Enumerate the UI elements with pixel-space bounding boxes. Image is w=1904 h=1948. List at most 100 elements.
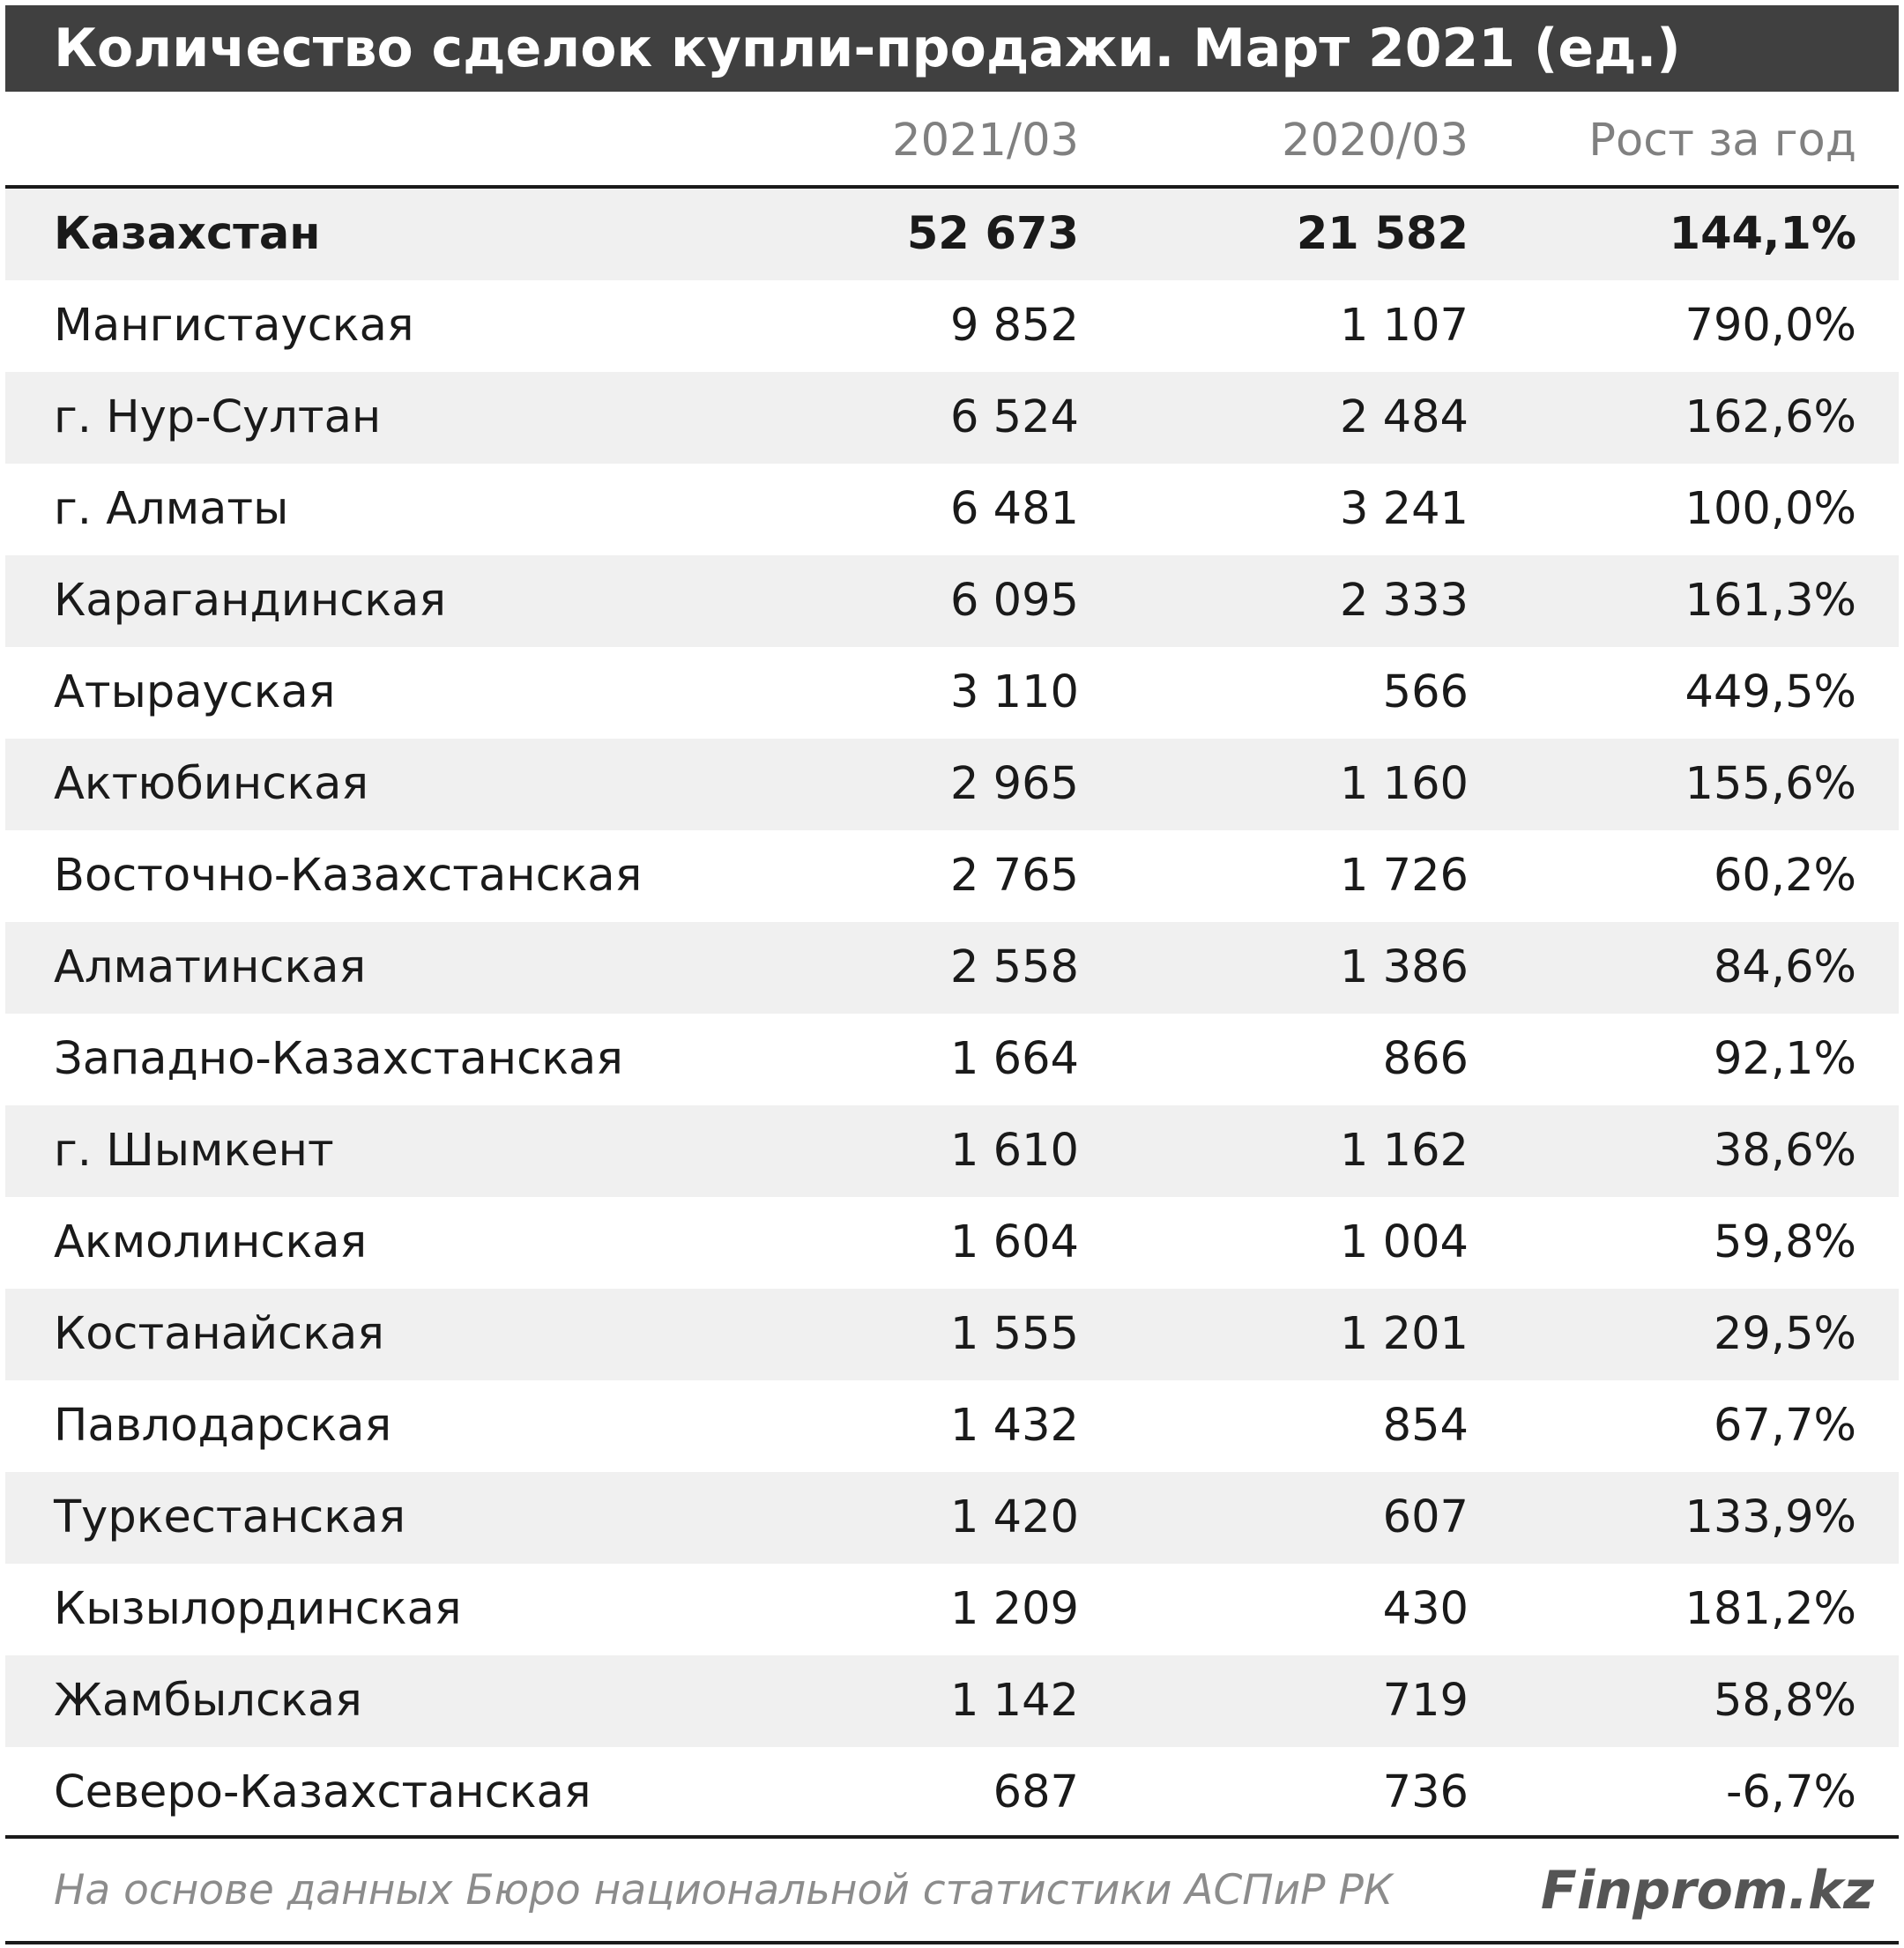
table-row: Костанайская 1 555 1 201 29,5% [5,1289,1899,1380]
value-2021: 6 481 [949,483,1079,535]
growth-value: -6,7% [1726,1766,1856,1818]
value-2021: 1 432 [949,1400,1079,1452]
region-name: Восточно-Казахстанская [54,850,643,902]
region-name: Алматинская [54,941,367,993]
region-name: Атырауская [54,666,336,718]
region-name: Казахстан [54,208,321,260]
region-name: Павлодарская [54,1400,392,1452]
value-2021: 1 142 [949,1675,1079,1727]
value-2020: 866 [1382,1033,1469,1085]
region-name: Карагандинская [54,575,447,627]
table-row: Жамбылская 1 142 719 58,8% [5,1655,1899,1747]
growth-value: 790,0% [1685,300,1856,352]
growth-value: 58,8% [1713,1675,1856,1727]
footer-divider [5,1835,1899,1839]
value-2021: 1 604 [949,1216,1079,1268]
growth-value: 59,8% [1713,1216,1856,1268]
value-2021: 1 610 [949,1125,1079,1177]
table-row-total: Казахстан 52 673 21 582 144,1% [5,189,1899,280]
value-2021: 6 524 [949,391,1079,443]
table-row: Акмолинская 1 604 1 004 59,8% [5,1197,1899,1289]
footer: На основе данных Бюро национальной стати… [5,1842,1899,1939]
header-divider [5,185,1899,189]
table-row: Актюбинская 2 965 1 160 155,6% [5,739,1899,830]
region-name: г. Шымкент [54,1125,334,1177]
value-2020: 3 241 [1339,483,1469,535]
growth-value: 161,3% [1685,575,1856,627]
value-2021: 9 852 [949,300,1079,352]
brand-logo: Finprom.kz [1540,1860,1874,1922]
value-2020: 1 162 [1339,1125,1469,1177]
growth-value: 84,6% [1713,941,1856,993]
table-row: Кызылординская 1 209 430 181,2% [5,1564,1899,1655]
value-2020: 1 201 [1339,1308,1469,1360]
value-2021: 2 965 [949,758,1079,810]
table-row: Мангистауская 9 852 1 107 790,0% [5,280,1899,372]
source-note: На основе данных Бюро национальной стати… [54,1866,1394,1915]
value-2021: 3 110 [949,666,1079,718]
region-name: Жамбылская [54,1675,362,1727]
growth-value: 60,2% [1713,850,1856,902]
value-2021: 6 095 [949,575,1079,627]
column-header-2020: 2020/03 [1282,115,1469,167]
region-name: Туркестанская [54,1491,406,1543]
page-title: Количество сделок купли-продажи. Март 20… [54,18,1681,79]
region-name: Акмолинская [54,1216,368,1268]
table-row: г. Нур-Султан 6 524 2 484 162,6% [5,372,1899,464]
column-header-row: 2021/03 2020/03 Рост за год [5,97,1899,185]
growth-value: 38,6% [1713,1125,1856,1177]
region-name: Кызылординская [54,1583,462,1635]
value-2020: 1 107 [1339,300,1469,352]
region-name: Мангистауская [54,300,414,352]
growth-value: 181,2% [1685,1583,1856,1635]
bottom-divider [5,1941,1899,1944]
growth-value: 133,9% [1685,1491,1856,1543]
column-header-2021: 2021/03 [892,115,1079,167]
table-row: Алматинская 2 558 1 386 84,6% [5,922,1899,1014]
value-2020: 854 [1382,1400,1469,1452]
table-row: Павлодарская 1 432 854 67,7% [5,1380,1899,1472]
region-name: г. Алматы [54,483,289,535]
value-2020: 566 [1382,666,1469,718]
value-2020: 1 726 [1339,850,1469,902]
value-2020: 2 484 [1339,391,1469,443]
region-name: Западно-Казахстанская [54,1033,623,1085]
value-2021: 2 765 [949,850,1079,902]
growth-value: 162,6% [1685,391,1856,443]
value-2020: 736 [1382,1766,1469,1818]
growth-value: 29,5% [1713,1308,1856,1360]
value-2020: 1 160 [1339,758,1469,810]
value-2021: 1 209 [949,1583,1079,1635]
value-2020: 1 004 [1339,1216,1469,1268]
growth-value: 100,0% [1685,483,1856,535]
region-name: Костанайская [54,1308,384,1360]
table-row: Атырауская 3 110 566 449,5% [5,647,1899,739]
growth-value: 67,7% [1713,1400,1856,1452]
value-2020: 607 [1382,1491,1469,1543]
table-row: Карагандинская 6 095 2 333 161,3% [5,555,1899,647]
table-row: Северо-Казахстанская 687 736 -6,7% [5,1747,1899,1839]
value-2020: 430 [1382,1583,1469,1635]
table-row: Западно-Казахстанская 1 664 866 92,1% [5,1014,1899,1105]
value-2021: 1 664 [949,1033,1079,1085]
column-header-growth: Рост за год [1588,115,1856,167]
value-2020: 1 386 [1339,941,1469,993]
table-row: Восточно-Казахстанская 2 765 1 726 60,2% [5,830,1899,922]
value-2020: 719 [1382,1675,1469,1727]
value-2021: 1 420 [949,1491,1079,1543]
table-row: Туркестанская 1 420 607 133,9% [5,1472,1899,1564]
value-2021: 52 673 [906,208,1079,260]
value-2020: 21 582 [1296,208,1469,260]
region-name: г. Нур-Султан [54,391,382,443]
table-row: г. Алматы 6 481 3 241 100,0% [5,464,1899,555]
growth-value: 144,1% [1669,208,1856,260]
value-2021: 2 558 [949,941,1079,993]
growth-value: 155,6% [1685,758,1856,810]
title-bar: Количество сделок купли-продажи. Март 20… [5,5,1899,92]
table-row: г. Шымкент 1 610 1 162 38,6% [5,1105,1899,1197]
region-name: Актюбинская [54,758,369,810]
value-2021: 1 555 [949,1308,1079,1360]
growth-value: 449,5% [1685,666,1856,718]
value-2021: 687 [993,1766,1079,1818]
value-2020: 2 333 [1339,575,1469,627]
